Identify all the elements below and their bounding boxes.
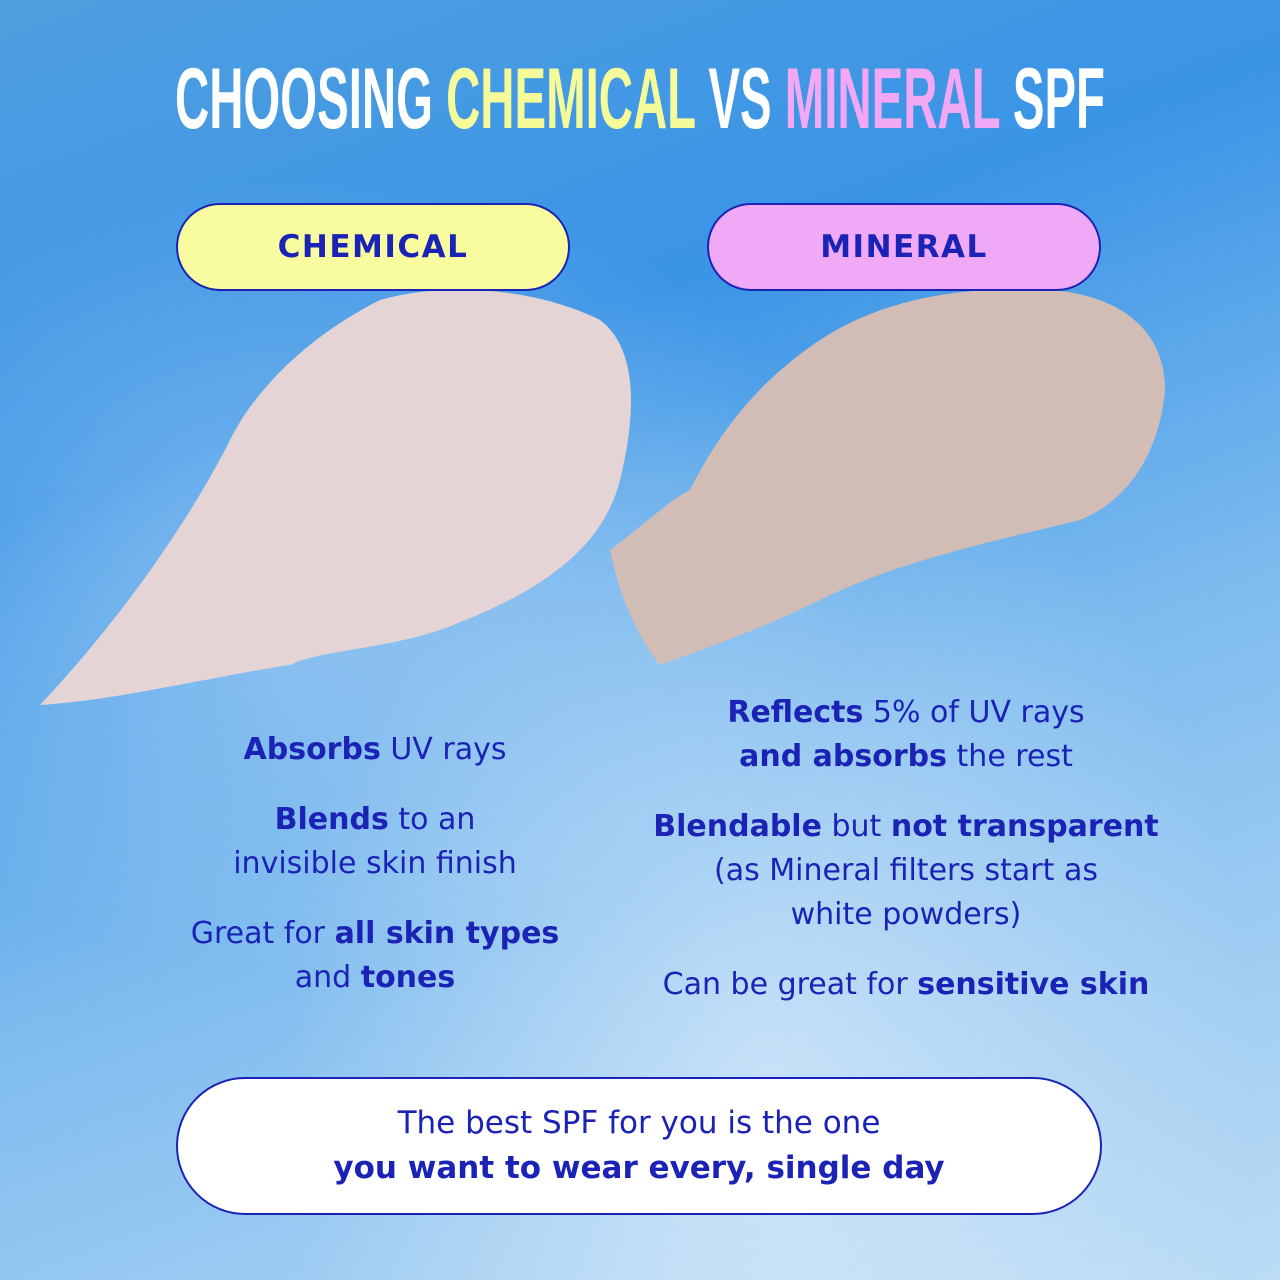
pill-label: MINERAL bbox=[820, 229, 988, 265]
point: Can be great for sensitive skin bbox=[626, 963, 1186, 1007]
point: Blends to an invisible skin finish bbox=[95, 798, 655, 886]
text-segment: (as Mineral filters start as bbox=[714, 853, 1098, 888]
text-segment: invisible skin finish bbox=[233, 846, 517, 881]
text-segment: 5% of UV rays bbox=[863, 695, 1085, 730]
title: CHOOSING CHEMICAL VS MINERAL SPF bbox=[175, 55, 1105, 145]
text-segment: Reflects bbox=[727, 695, 864, 730]
text-segment: Great for bbox=[190, 916, 335, 951]
line: and absorbs the rest bbox=[626, 735, 1186, 779]
text-segment: all skin types bbox=[334, 916, 560, 951]
line: Absorbs UV rays bbox=[95, 728, 655, 772]
line: Blends to an bbox=[95, 798, 655, 842]
text-segment: Can be great for bbox=[662, 967, 918, 1002]
point: Reflects 5% of UV rays and absorbs the re… bbox=[626, 691, 1186, 779]
text-segment: Blends bbox=[274, 802, 389, 837]
text-segment: Absorbs bbox=[243, 732, 381, 767]
text-segment: not transparent bbox=[890, 809, 1159, 844]
line: (as Mineral filters start as bbox=[626, 849, 1186, 893]
text-segment: The best SPF for you is the one bbox=[397, 1105, 881, 1141]
text-segment: Blendable bbox=[653, 809, 822, 844]
point: Great for all skin types and tones bbox=[95, 912, 655, 1000]
title-word: MINERAL bbox=[772, 55, 1000, 145]
title-word: VS bbox=[695, 55, 771, 145]
line: you want to wear every, single day bbox=[178, 1146, 1100, 1191]
text-segment: but bbox=[821, 809, 891, 844]
footer: The best SPF for you is the one you want … bbox=[176, 1077, 1102, 1215]
mineral-points: Reflects 5% of UV rays and absorbs the re… bbox=[626, 691, 1186, 1033]
line: invisible skin finish bbox=[95, 842, 655, 886]
line: Great for all skin types bbox=[95, 912, 655, 956]
text-segment: sensitive skin bbox=[917, 967, 1150, 1002]
text-segment: you want to wear every, single day bbox=[333, 1150, 945, 1186]
chemical-pill: CHEMICAL bbox=[176, 203, 570, 291]
chemical-points: Absorbs UV rays Blends to an invisible ski… bbox=[95, 728, 655, 1026]
title-word: CHEMICAL bbox=[433, 55, 695, 145]
title-text: CHOOSING CHEMICAL VS MINERAL SPF bbox=[175, 55, 1105, 145]
text-segment: the rest bbox=[947, 739, 1073, 774]
pill-label: CHEMICAL bbox=[277, 229, 469, 265]
point: Blendable but not transparent (as Mineral… bbox=[626, 805, 1186, 937]
text-segment: white powders) bbox=[790, 897, 1022, 932]
mineral-swatch bbox=[610, 289, 1165, 665]
title-word: CHOOSING bbox=[175, 55, 433, 145]
line: The best SPF for you is the one bbox=[178, 1101, 1100, 1146]
text-segment: tones bbox=[360, 960, 456, 995]
mineral-pill: MINERAL bbox=[707, 203, 1101, 291]
point: Absorbs UV rays bbox=[95, 728, 655, 772]
line: Blendable but not transparent bbox=[626, 805, 1186, 849]
line: and tones bbox=[95, 956, 655, 1000]
title-word: SPF bbox=[1000, 55, 1105, 145]
line: Can be great for sensitive skin bbox=[626, 963, 1186, 1007]
text-segment: UV rays bbox=[380, 732, 507, 767]
line: Reflects 5% of UV rays bbox=[626, 691, 1186, 735]
chemical-swatch bbox=[40, 289, 632, 705]
text-segment: to an bbox=[388, 802, 476, 837]
text-segment: and bbox=[294, 960, 361, 995]
line: white powders) bbox=[626, 893, 1186, 937]
text-segment: and absorbs bbox=[739, 739, 947, 774]
